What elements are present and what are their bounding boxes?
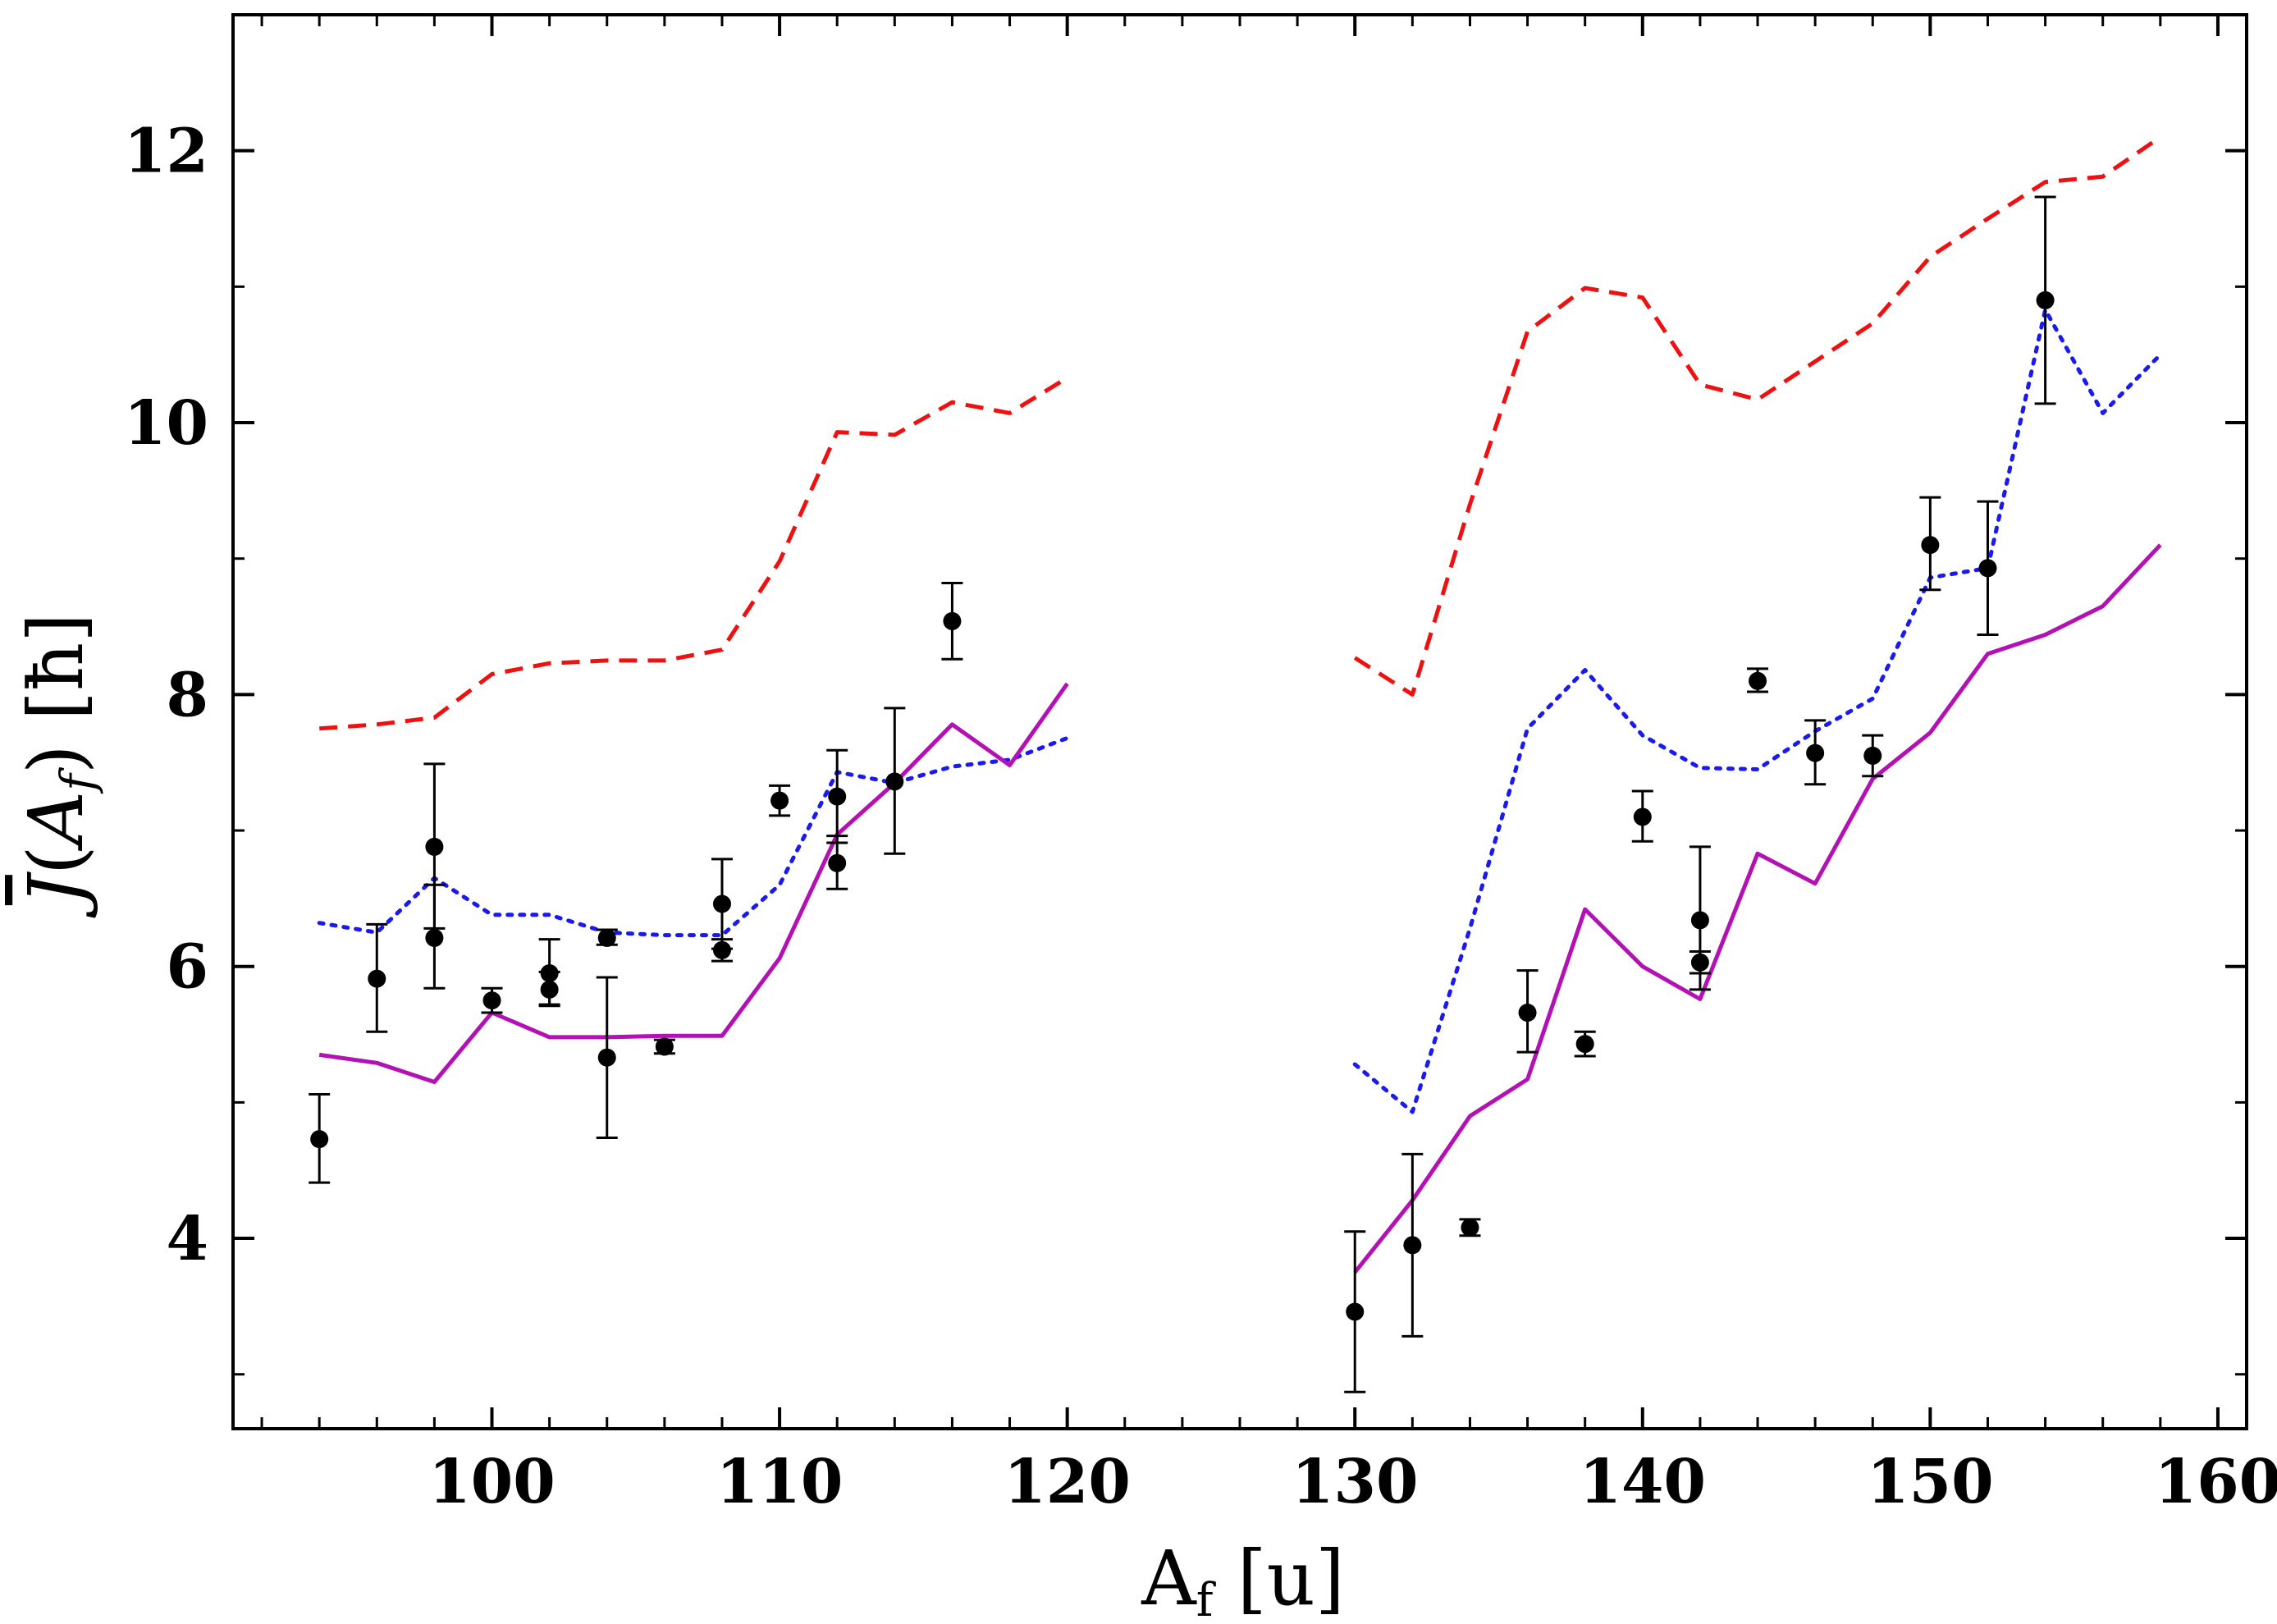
data-point-1 — [310, 1130, 329, 1149]
data-point-30 — [1978, 559, 1997, 578]
data-point-15 — [828, 853, 847, 872]
data-point-5 — [482, 991, 501, 1010]
x-tick-label-160: 160 — [2155, 1447, 2277, 1517]
x-tick-label-100: 100 — [428, 1447, 555, 1517]
data-point-24 — [1690, 911, 1709, 930]
data-point-20 — [1461, 1218, 1479, 1237]
data-point-29 — [1921, 536, 1940, 555]
tick-layer — [233, 13, 2247, 1429]
x-axis-title: Af [u] — [1141, 1535, 1344, 1624]
series-solid-magenta-segment-1 — [318, 682, 1069, 1084]
data-point-17 — [943, 611, 962, 630]
data-point-26 — [1749, 671, 1767, 690]
point-layer — [310, 290, 2055, 1321]
data-point-25 — [1690, 953, 1709, 972]
series-layer — [317, 135, 2163, 1274]
series-solid-magenta-segment-2 — [1353, 543, 2162, 1274]
data-point-12 — [712, 940, 731, 959]
y-tick-label-6: 6 — [167, 932, 209, 1003]
data-point-13 — [770, 791, 789, 810]
x-tick-label-130: 130 — [1292, 1447, 1418, 1517]
plot-frame — [231, 13, 2248, 1430]
data-point-3 — [425, 837, 444, 856]
series-dashed-red-segment-2 — [1353, 135, 2162, 697]
data-point-2 — [368, 969, 386, 988]
data-point-9 — [597, 1048, 616, 1067]
y-tick-label-12: 12 — [124, 117, 208, 187]
y-tick-label-4: 4 — [167, 1204, 209, 1274]
series-dotted-blue-segment-2 — [1352, 308, 2163, 1114]
x-tick-label-110: 110 — [716, 1447, 843, 1517]
y-axis-title: J(Af) [ħ] — [12, 613, 105, 918]
data-point-16 — [885, 772, 904, 791]
data-point-18 — [1346, 1302, 1365, 1321]
data-point-4 — [425, 928, 444, 947]
data-point-14 — [828, 787, 847, 806]
x-tick-label-140: 140 — [1580, 1447, 1706, 1517]
data-point-8 — [597, 928, 616, 947]
data-point-19 — [1403, 1236, 1422, 1255]
data-point-7 — [540, 980, 559, 999]
series-dashed-red-segment-1 — [319, 376, 1069, 731]
data-point-27 — [1806, 743, 1825, 762]
x-tick-label-120: 120 — [1004, 1447, 1130, 1517]
data-point-22 — [1575, 1035, 1594, 1054]
tick-label-layer: 100 110 120 130 140 150 160 4 6 8 10 12 — [124, 117, 2277, 1517]
data-point-6 — [540, 963, 559, 982]
data-point-23 — [1633, 807, 1652, 826]
x-tick-label-150: 150 — [1867, 1447, 1993, 1517]
data-point-10 — [655, 1037, 674, 1056]
data-point-11 — [712, 894, 731, 913]
data-point-31 — [2036, 290, 2055, 309]
y-tick-label-10: 10 — [124, 388, 208, 459]
data-point-21 — [1518, 1004, 1537, 1022]
y-tick-label-8: 8 — [167, 660, 209, 730]
data-point-28 — [1863, 746, 1882, 765]
